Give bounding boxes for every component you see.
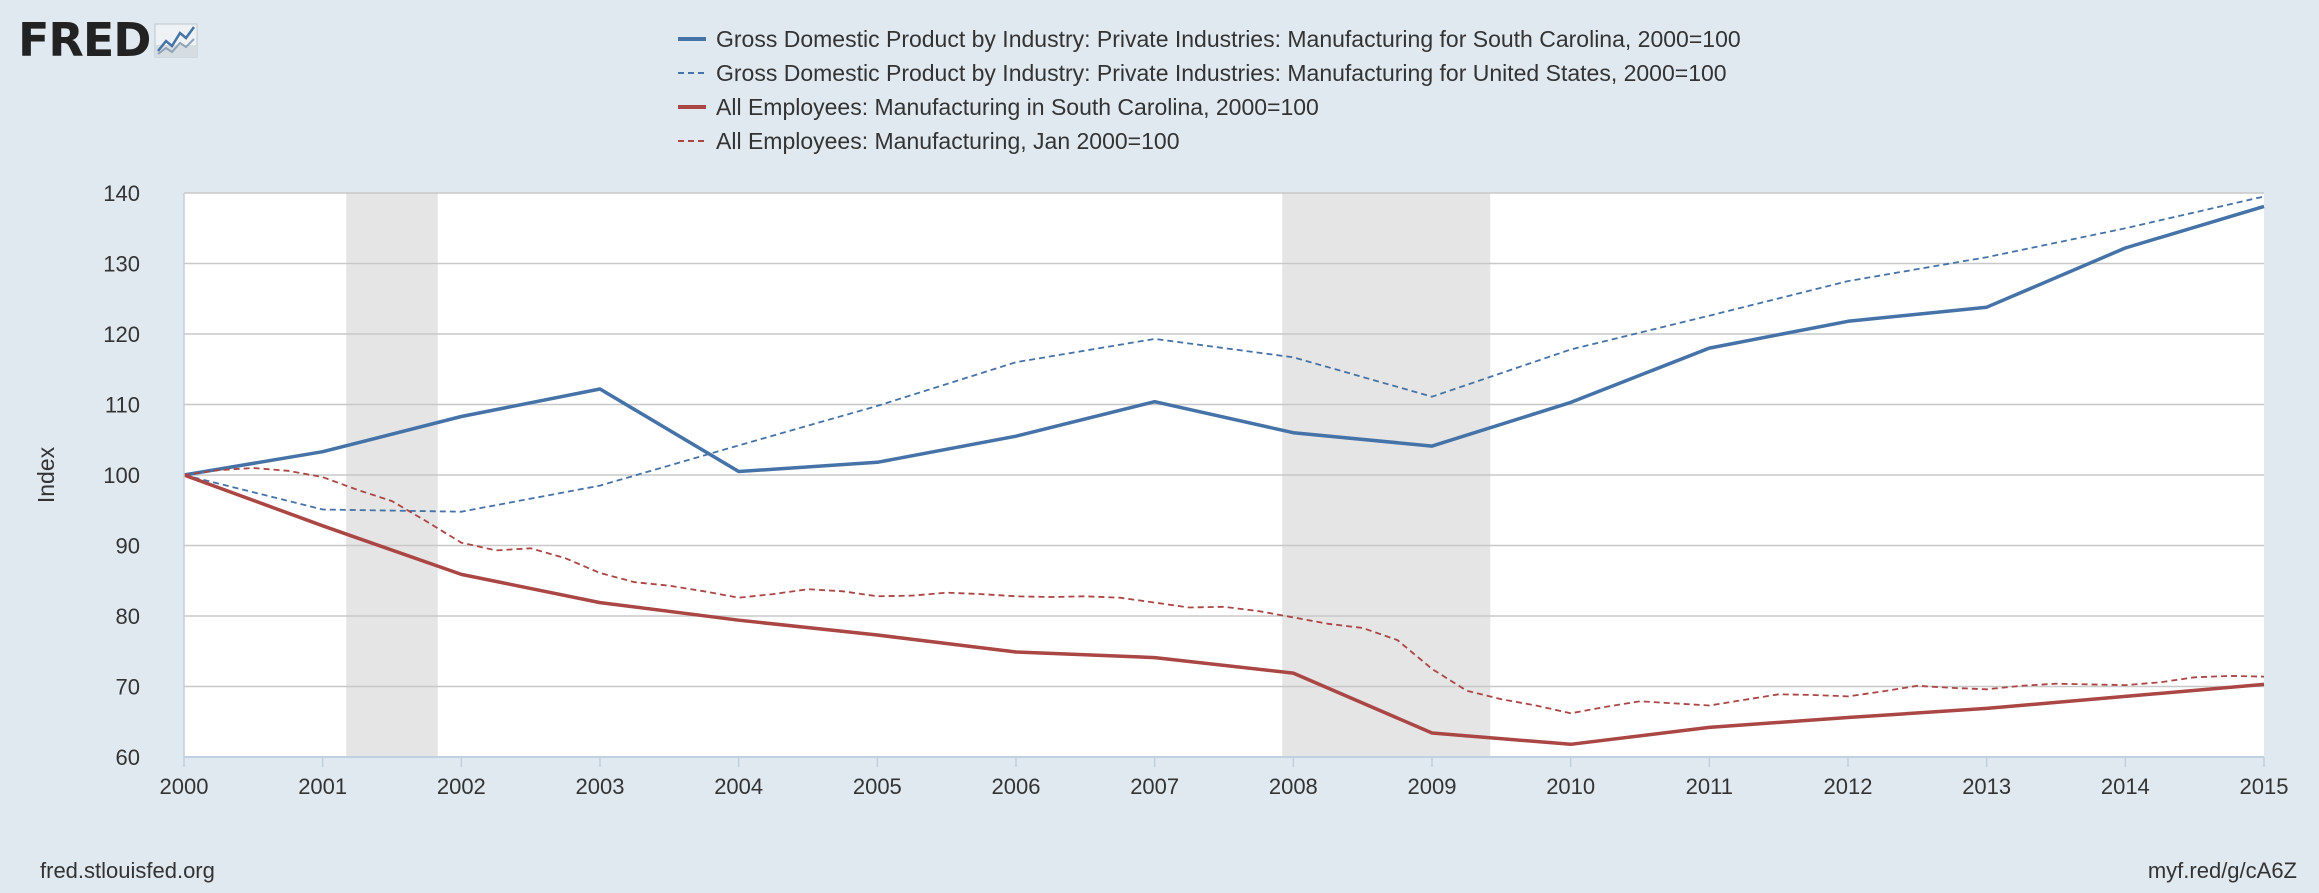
x-tick-label: 2010 (1546, 774, 1595, 799)
x-tick-label: 2011 (1686, 774, 1733, 799)
legend-item[interactable]: All Employees: Manufacturing, Jan 2000=1… (676, 124, 1741, 158)
x-tick-label: 2015 (2240, 774, 2289, 799)
x-tick-label: 2004 (714, 774, 763, 799)
series-line-3[interactable] (183, 473, 2265, 747)
y-tick-label: 110 (105, 393, 140, 418)
x-tick-label: 2007 (1130, 774, 1179, 799)
line-graph-icon (154, 23, 198, 58)
legend-item[interactable]: All Employees: Manufacturing in South Ca… (676, 90, 1741, 124)
series-line-2[interactable] (183, 195, 2265, 513)
legend-swatch-solid-blue (678, 37, 706, 41)
series-line-4[interactable] (183, 467, 2265, 715)
x-tick-label: 2012 (1824, 774, 1873, 799)
x-tick-label: 2014 (2101, 774, 2150, 799)
y-tick-label: 140 (103, 181, 140, 206)
x-tick-label: 2009 (1408, 774, 1457, 799)
y-tick-label: 70 (116, 675, 140, 700)
x-tick-label: 2005 (853, 774, 902, 799)
y-axis-title: Index (33, 446, 59, 503)
x-tick-label: 2008 (1269, 774, 1318, 799)
x-tick-label: 2013 (1962, 774, 2011, 799)
y-tick-label: 60 (116, 745, 140, 770)
short-url-link[interactable]: myf.red/g/cA6Z (2147, 858, 2297, 883)
x-tick-label: 2003 (576, 774, 625, 799)
chart-legend: Gross Domestic Product by Industry: Priv… (676, 22, 1741, 158)
legend-label: All Employees: Manufacturing in South Ca… (716, 93, 1319, 120)
y-tick-label: 90 (116, 534, 140, 559)
source-link[interactable]: fred.stlouisfed.org (40, 858, 215, 883)
legend-label: Gross Domestic Product by Industry: Priv… (716, 59, 1727, 86)
legend-label: All Employees: Manufacturing, Jan 2000=1… (716, 127, 1180, 154)
x-tick-label: 2000 (160, 774, 209, 799)
legend-label: Gross Domestic Product by Industry: Priv… (716, 25, 1741, 52)
legend-item[interactable]: Gross Domestic Product by Industry: Priv… (676, 56, 1741, 90)
x-tick-label: 2006 (992, 774, 1041, 799)
y-tick-label: 80 (116, 604, 140, 629)
fred-logo[interactable]: FRED (18, 14, 198, 66)
legend-swatch-solid-red (678, 105, 706, 109)
legend-swatch-dashed-blue (678, 72, 706, 74)
y-tick-label: 130 (103, 252, 140, 277)
x-tick-label: 2001 (298, 774, 347, 799)
legend-swatch-dashed-red (678, 140, 706, 142)
logo-text: FRED (18, 13, 151, 67)
x-tick-label: 2002 (437, 774, 486, 799)
y-tick-label: 100 (103, 463, 140, 488)
legend-item[interactable]: Gross Domestic Product by Industry: Priv… (676, 22, 1741, 56)
y-tick-label: 120 (103, 322, 140, 347)
series-line-1[interactable] (183, 204, 2265, 477)
